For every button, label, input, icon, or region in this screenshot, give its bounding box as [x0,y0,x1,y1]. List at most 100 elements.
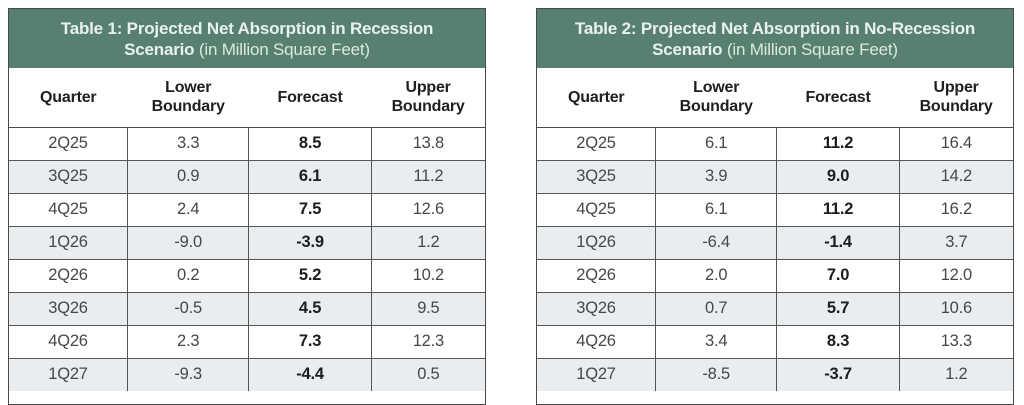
table-1-title-band: Table 1: Projected Net Absorption in Rec… [9,9,485,68]
table-cell: -8.5 [655,357,778,391]
column-header-forecast: Forecast [776,68,900,128]
table-row: 4Q26 3.4 8.3 13.3 [537,324,1013,359]
table-row: 2Q26 0.2 5.2 10.2 [9,258,485,293]
table-cell: -9.0 [127,225,250,260]
table-cell: 2Q25 [9,126,129,161]
table-cell: 3Q26 [537,291,657,326]
table-cell: 2.3 [127,324,250,359]
table-cell: 3.7 [898,225,1013,260]
table-cell: -0.5 [127,291,250,326]
table-cell: 13.3 [898,324,1013,359]
table-cell: 3Q25 [9,159,129,194]
table-cell: 10.2 [370,258,485,293]
table-row: 2Q25 6.1 11.2 16.4 [537,126,1013,161]
table-cell: -6.4 [655,225,778,260]
table-cell: 12.3 [370,324,485,359]
table-cell: 3.3 [127,126,250,161]
table-cell: 1.2 [898,357,1013,391]
table-cell: 13.8 [370,126,485,161]
column-header-upper-boundary: Upper Boundary [371,68,485,128]
table-cell: -9.3 [127,357,250,391]
table-row: 1Q26 -9.0 -3.9 1.2 [9,225,485,260]
table-cell: 6.1 [248,159,372,194]
table-cell: 11.2 [776,192,900,227]
table-cell: 0.2 [127,258,250,293]
table-row: 1Q26 -6.4 -1.4 3.7 [537,225,1013,260]
table-no-recession-scenario: Table 2: Projected Net Absorption in No-… [536,8,1014,405]
table-cell: -1.4 [776,225,900,260]
table-2-title-band: Table 2: Projected Net Absorption in No-… [537,9,1013,68]
table-1-title: Table 1: Projected Net Absorption in Rec… [35,18,459,60]
table-cell: -3.9 [248,225,372,260]
table-cell: 3Q26 [9,291,129,326]
table-2: Quarter Lower Boundary Forecast Upper Bo… [537,68,1013,391]
table-cell: 12.6 [370,192,485,227]
table-cell: 2.0 [655,258,778,293]
column-header-lower-boundary: Lower Boundary [655,68,777,128]
table-2-title-strong: Table 2: Projected Net Absorption in No-… [574,18,976,59]
table-1-body: 2Q25 3.3 8.5 13.8 3Q25 0.9 6.1 11.2 4Q25 2.4 7.5 12… [9,126,485,391]
table-cell: 7.3 [248,324,372,359]
table-recession-scenario: Table 1: Projected Net Absorption in Rec… [8,8,486,405]
table-1-title-strong: Table 1: Projected Net Absorption in Rec… [60,18,434,59]
table-row: 4Q26 2.3 7.3 12.3 [9,324,485,359]
column-header-forecast: Forecast [248,68,372,128]
table-cell: 3.4 [655,324,778,359]
table-2-header-row: Quarter Lower Boundary Forecast Upper Bo… [537,68,1013,128]
table-row: 3Q25 0.9 6.1 11.2 [9,159,485,194]
table-cell: 12.0 [898,258,1013,293]
table-cell: 1Q27 [9,357,129,391]
table-cell: 6.1 [655,192,778,227]
table-cell: 3Q25 [537,159,657,194]
table-cell: 0.5 [370,357,485,391]
table-cell: 4Q25 [9,192,129,227]
table-cell: 9.5 [370,291,485,326]
table-cell: 3.9 [655,159,778,194]
table-row: 4Q25 6.1 11.2 16.2 [537,192,1013,227]
table-row: 1Q27 -9.3 -4.4 0.5 [9,357,485,391]
table-cell: 2Q26 [9,258,129,293]
table-cell: 4.5 [248,291,372,326]
table-cell: 1Q27 [537,357,657,391]
table-cell: 11.2 [776,126,900,161]
table-cell: 2.4 [127,192,250,227]
column-header-quarter: Quarter [537,68,656,128]
table-row: 3Q26 0.7 5.7 10.6 [537,291,1013,326]
table-cell: -4.4 [248,357,372,391]
table-cell: 2Q25 [537,126,657,161]
table-1-title-note: (in Million Square Feet) [198,39,370,59]
column-header-lower-boundary: Lower Boundary [127,68,249,128]
table-cell: 5.2 [248,258,372,293]
table-row: 2Q25 3.3 8.5 13.8 [9,126,485,161]
table-cell: 4Q26 [9,324,129,359]
table-row: 1Q27 -8.5 -3.7 1.2 [537,357,1013,391]
table-cell: -3.7 [776,357,900,391]
column-header-quarter: Quarter [9,68,128,128]
table-cell: 2Q26 [537,258,657,293]
table-cell: 7.0 [776,258,900,293]
table-cell: 0.9 [127,159,250,194]
table-cell: 1Q26 [9,225,129,260]
table-cell: 16.4 [898,126,1013,161]
table-cell: 8.5 [248,126,372,161]
table-cell: 4Q26 [537,324,657,359]
table-cell: 11.2 [370,159,485,194]
table-cell: 6.1 [655,126,778,161]
table-1: Quarter Lower Boundary Forecast Upper Bo… [9,68,485,391]
table-cell: 10.6 [898,291,1013,326]
table-2-title-note: (in Million Square Feet) [726,39,898,59]
table-cell: 0.7 [655,291,778,326]
table-cell: 14.2 [898,159,1013,194]
table-1-header-row: Quarter Lower Boundary Forecast Upper Bo… [9,68,485,128]
table-cell: 5.7 [776,291,900,326]
table-cell: 8.3 [776,324,900,359]
table-cell: 9.0 [776,159,900,194]
table-2-body: 2Q25 6.1 11.2 16.4 3Q25 3.9 9.0 14.2 4Q25 6.1 11.2… [537,126,1013,391]
table-row: 3Q26 -0.5 4.5 9.5 [9,291,485,326]
table-2-title: Table 2: Projected Net Absorption in No-… [563,18,987,60]
table-cell: 16.2 [898,192,1013,227]
table-row: 4Q25 2.4 7.5 12.6 [9,192,485,227]
table-cell: 1Q26 [537,225,657,260]
table-row: 3Q25 3.9 9.0 14.2 [537,159,1013,194]
